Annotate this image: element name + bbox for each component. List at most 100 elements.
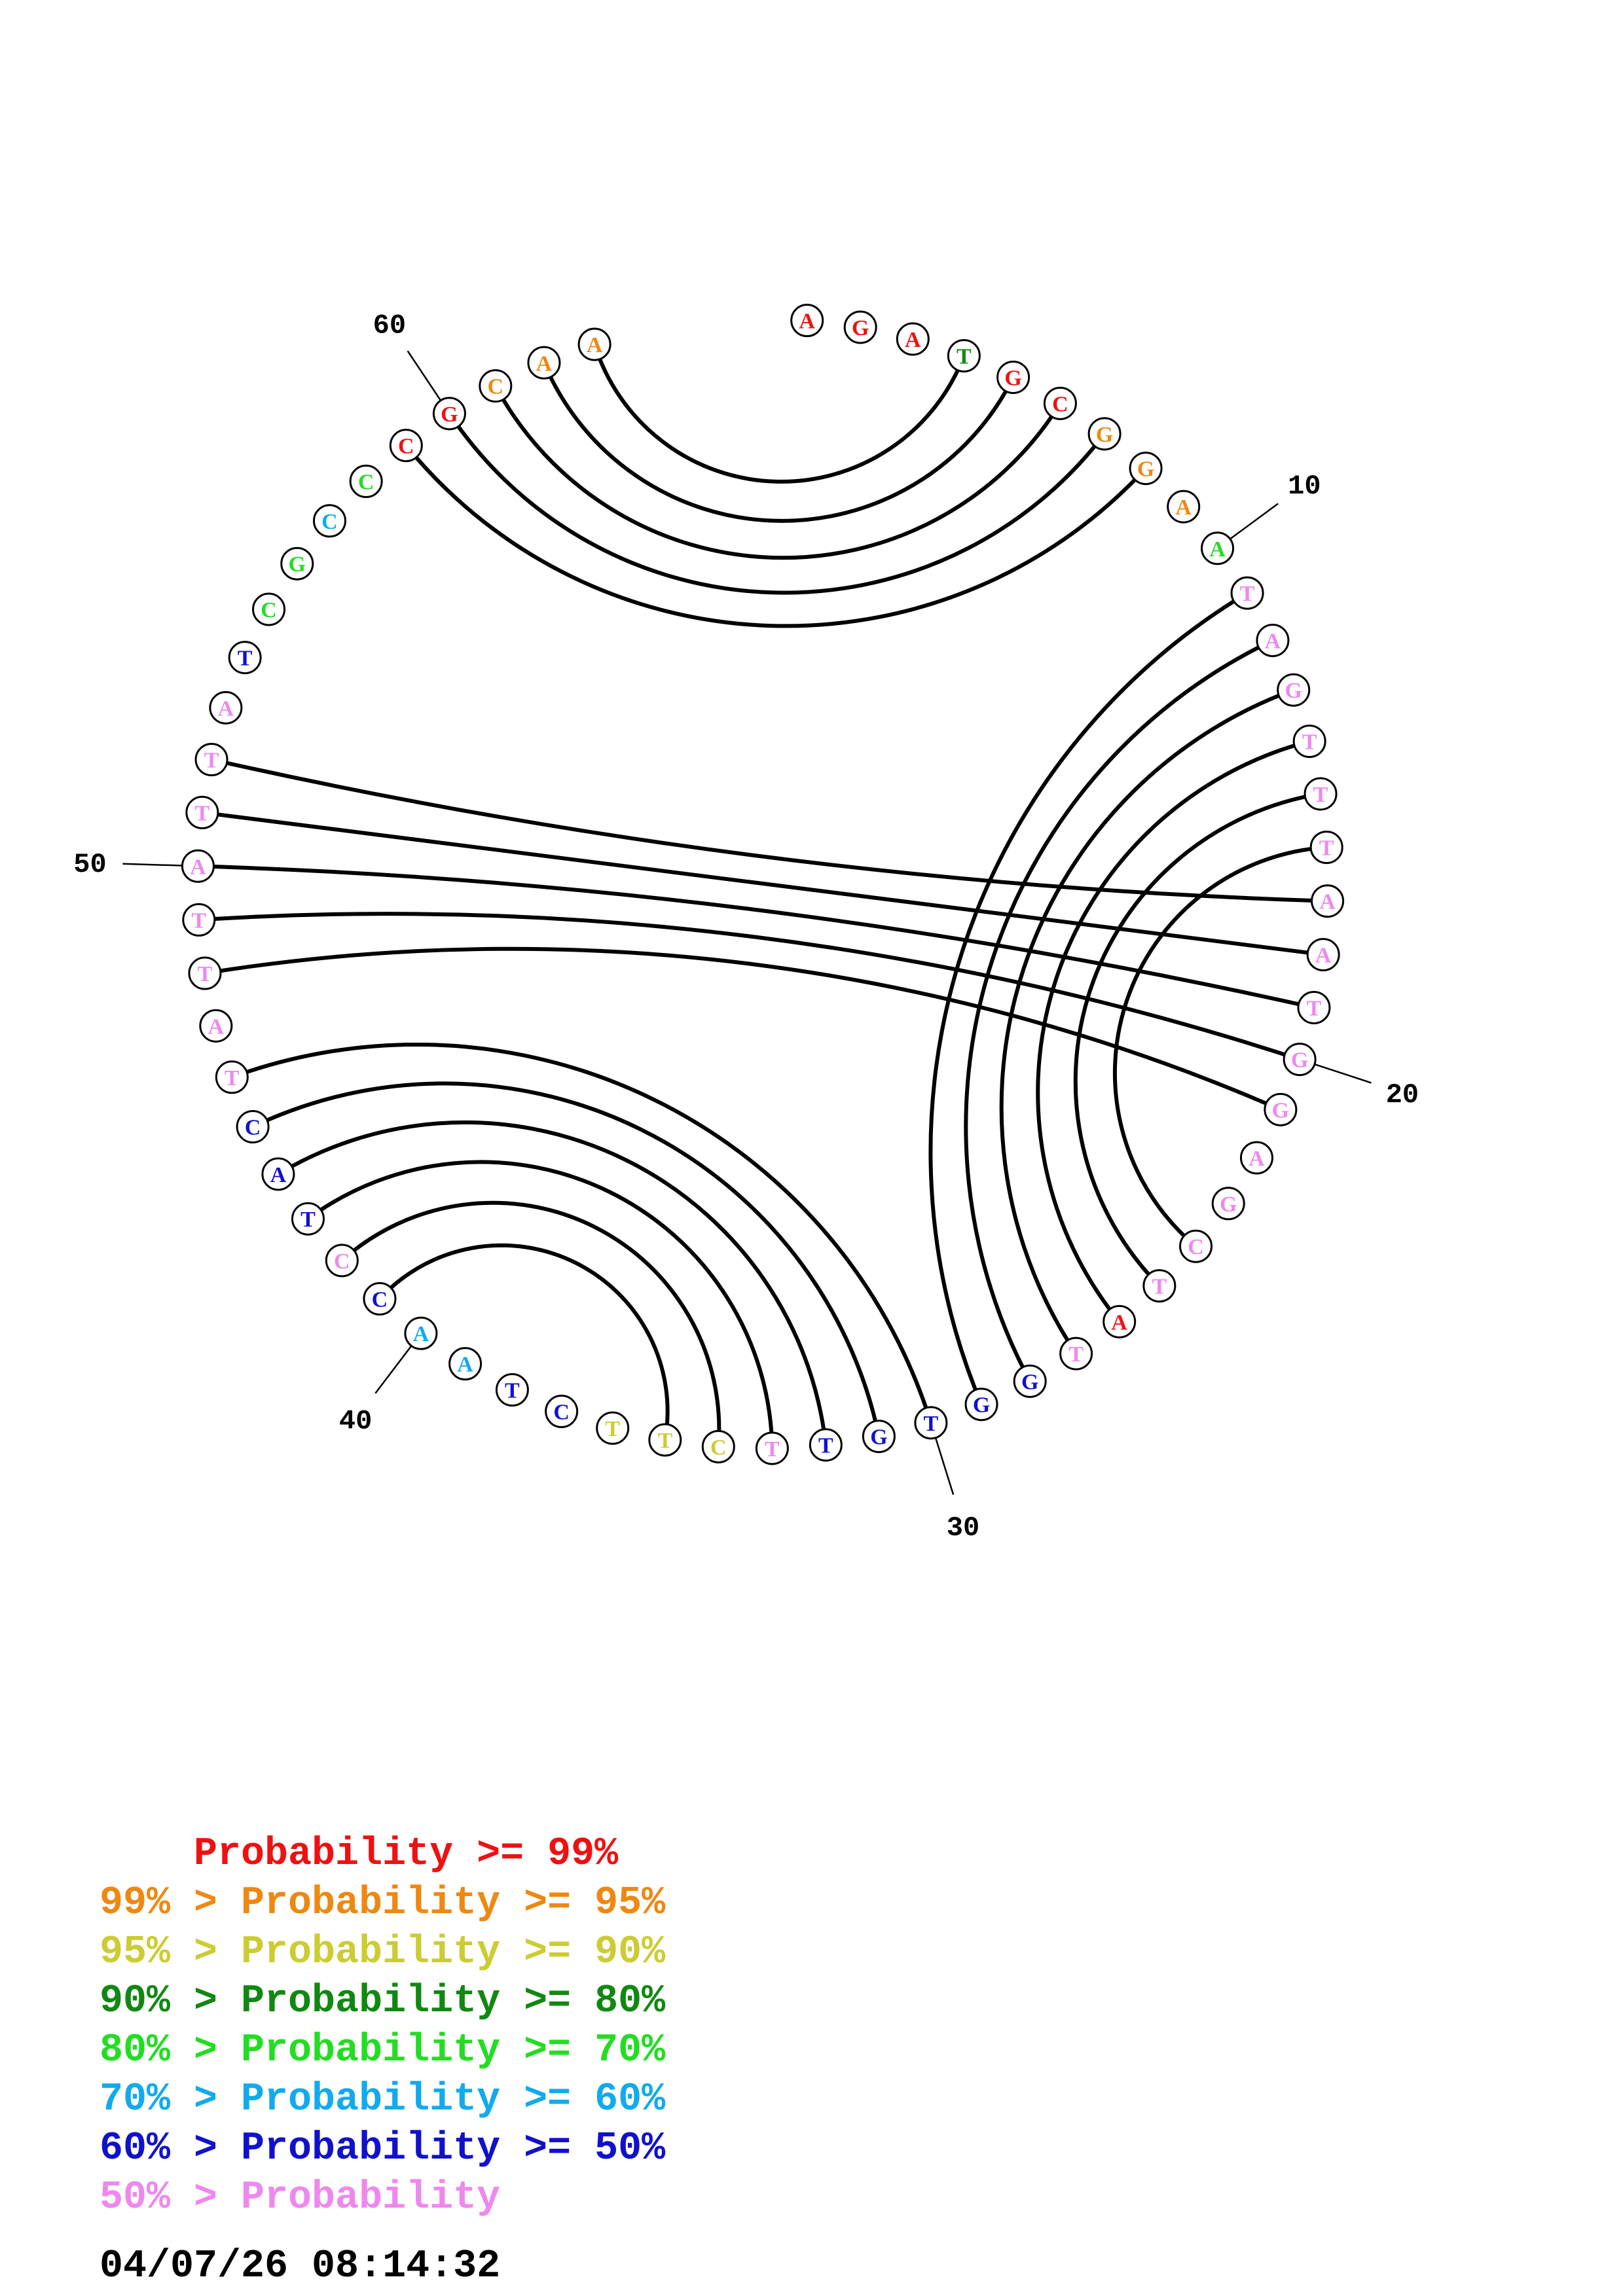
nucleotide-letter: A (218, 696, 234, 721)
nucleotide-letter: C (488, 375, 504, 399)
nucleotide-circle (1179, 1229, 1213, 1263)
position-label: 60 (373, 310, 406, 342)
nucleotide: C (236, 1110, 270, 1144)
nucleotide-letter: T (1068, 1342, 1084, 1367)
nucleotide-letter: A (1315, 944, 1332, 968)
nucleotide-letter: A (1319, 890, 1336, 914)
nucleotide-circle (1306, 938, 1340, 972)
nucleotide-letter: C (398, 435, 414, 459)
nucleotide-circle (1043, 386, 1077, 420)
nucleotide-circle (1211, 1187, 1245, 1221)
nucleotide: T (228, 641, 262, 675)
nucleotide-letter: T (198, 962, 213, 986)
nucleotide-letter: C (334, 1249, 350, 1274)
nucleotide-letter: T (225, 1066, 240, 1090)
nucleotide-circle (701, 1429, 735, 1463)
nucleotide-circle (495, 1373, 529, 1407)
nucleotide-letter: T (204, 749, 219, 773)
nucleotide: G (1211, 1187, 1245, 1221)
nucleotide-circle (215, 1060, 249, 1094)
nucleotide-circle (209, 691, 243, 725)
nucleotide: A (1311, 884, 1345, 918)
base-pair-bond (1112, 845, 1327, 1248)
nucleotide: C (363, 1282, 397, 1316)
position-label: 50 (73, 849, 106, 880)
nucleotide-letter: G (852, 316, 869, 340)
nucleotide: C (389, 429, 423, 463)
nucleotide: A (199, 1009, 233, 1043)
nucleotide: T (596, 1411, 630, 1445)
position-ticks: 10 20 30 40 50 60 (73, 310, 1419, 1544)
nucleotide: G (862, 1420, 896, 1454)
nucleotide-circle (404, 1316, 438, 1350)
nucleotide: G (1283, 1043, 1317, 1077)
nucleotide-circle (809, 1428, 843, 1462)
nucleotide: A (181, 849, 215, 883)
base-pair-bond (202, 810, 1324, 957)
base-pair-bonds (198, 344, 1328, 1448)
nucleotide: A (404, 1316, 438, 1350)
nucleotide: A (1239, 1141, 1273, 1175)
nucleotide: G (996, 360, 1030, 394)
nucleotide-letter: G (1220, 1193, 1237, 1217)
nucleotide: A (1306, 938, 1340, 972)
nucleotide: T (809, 1428, 843, 1462)
nucleotide: A (790, 304, 824, 338)
nucleotide-letter: C (553, 1400, 570, 1424)
nucleotide-circle (448, 1347, 483, 1381)
nucleotide-circle (1297, 990, 1331, 1024)
nucleotide: A (1256, 623, 1290, 657)
legend-entry: 70% > Probability >= 60% (100, 2077, 666, 2122)
nucleotide-circle (996, 360, 1030, 394)
base-pair-bond (999, 688, 1294, 1355)
nucleotide: A (896, 322, 930, 356)
nucleotide-letter: T (1302, 730, 1317, 755)
nucleotide-circle (182, 903, 216, 937)
nucleotide-circle (596, 1411, 630, 1445)
nucleotide-circle (1230, 576, 1264, 610)
nucleotides: A G ATGCGGAATAGTTTAATGGAGCTATGGTGTTCTTCTAA… (181, 304, 1345, 1465)
nucleotide-circle (896, 322, 930, 356)
base-pair-bond (198, 864, 1315, 1010)
nucleotide-circle (1142, 1269, 1176, 1303)
nucleotide: T (495, 1373, 529, 1407)
nucleotide-letter: T (1319, 836, 1334, 861)
nucleotide-circle (964, 1388, 998, 1422)
nucleotide-circle (527, 346, 561, 380)
base-pair-bond (447, 412, 1106, 595)
position-tick (1230, 503, 1279, 540)
base-pair-bond (340, 1200, 721, 1447)
nucleotide-circle (1264, 1092, 1298, 1126)
position-tick (407, 350, 442, 401)
position-label: 40 (339, 1406, 372, 1437)
nucleotide: T (182, 903, 216, 937)
nucleotide-letter: T (191, 908, 206, 933)
nucleotide-letter: T (1307, 996, 1322, 1020)
nucleotide-circle (947, 339, 981, 373)
nucleotide-circle (1277, 673, 1311, 707)
nucleotide-circle (349, 464, 383, 498)
nucleotide: A (1201, 531, 1235, 565)
legend-entry: 60% > Probability >= 50% (100, 2126, 666, 2171)
nucleotide-letter: G (1285, 679, 1302, 703)
nucleotide-circle (363, 1282, 397, 1316)
nucleotide-circle (252, 592, 286, 626)
nucleotide: A (209, 691, 243, 725)
nucleotide-letter: C (1052, 392, 1068, 416)
nucleotide-letter: A (270, 1163, 287, 1187)
nucleotide-letter: A (905, 328, 921, 352)
base-pair-bond (378, 1243, 670, 1441)
nucleotide: G (1087, 417, 1122, 451)
nucleotide-circle (1103, 1304, 1137, 1338)
nucleotide: T (1142, 1269, 1176, 1303)
nucleotide-letter: A (208, 1014, 225, 1039)
nucleotide-circle (843, 310, 877, 344)
nucleotide-circle (790, 304, 824, 338)
nucleotide-circle (236, 1110, 270, 1144)
nucleotide-circle (185, 795, 219, 829)
nucleotide-letter: C (372, 1287, 388, 1312)
nucleotide-letter: C (321, 510, 338, 534)
legend-entry: 99% > Probability >= 95% (100, 1881, 666, 1926)
nucleotide-circle (280, 547, 314, 581)
nucleotide-letter: G (289, 552, 306, 577)
